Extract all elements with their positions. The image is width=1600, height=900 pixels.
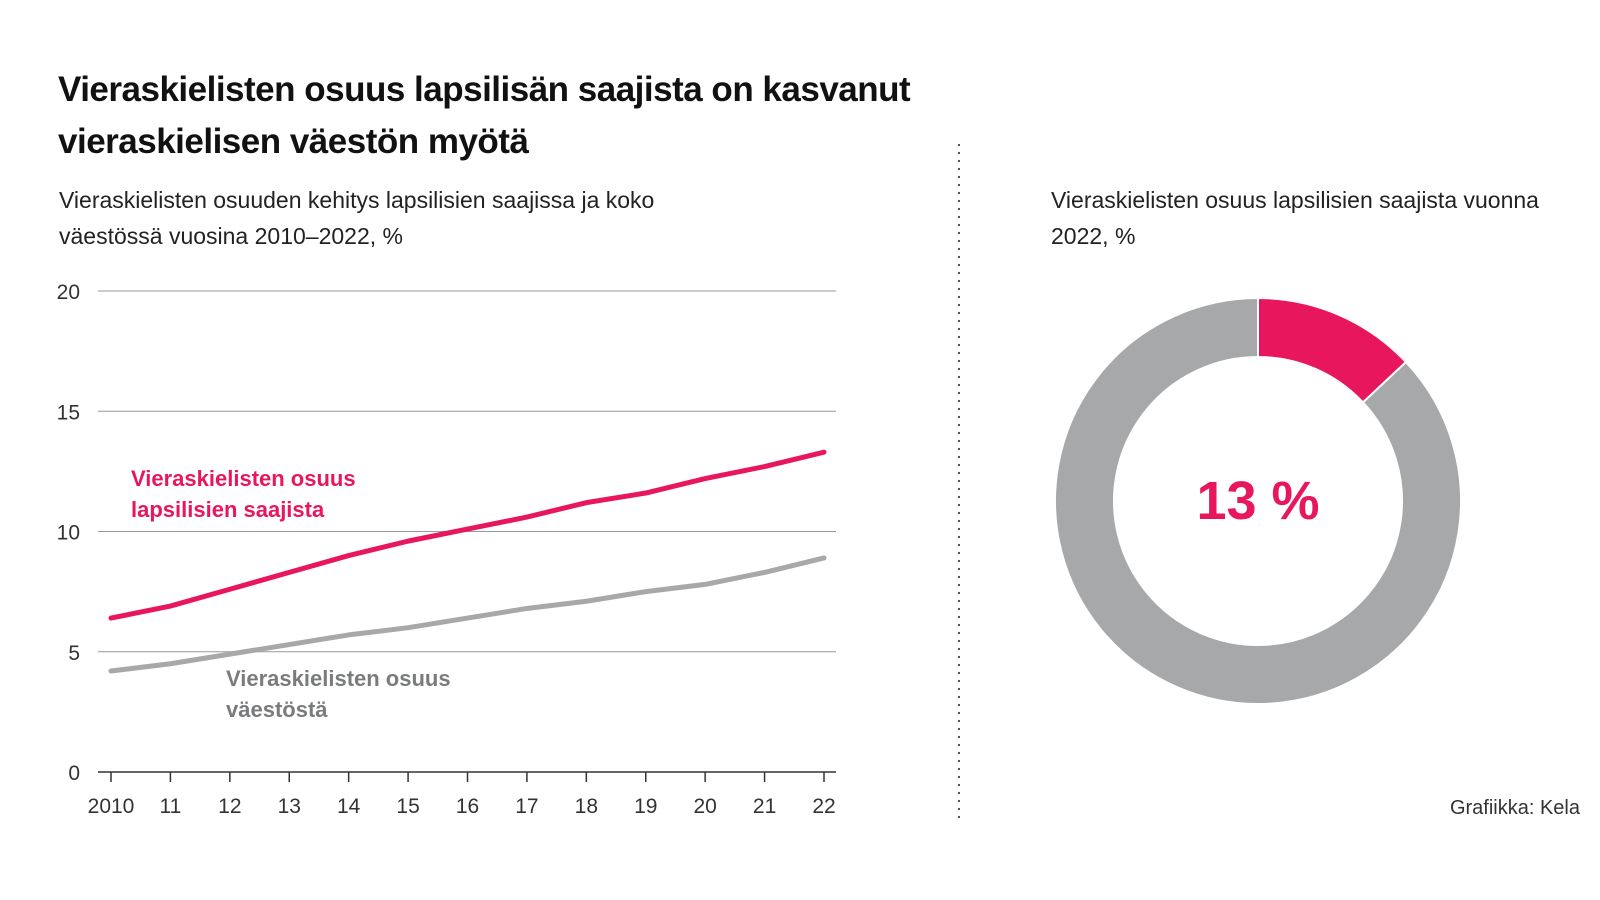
value-label: 13 % bbox=[1196, 471, 1320, 531]
subtitle: Vieraskielisten osuuden kehitys lapsilis… bbox=[59, 187, 655, 249]
y-tick-label: 0 bbox=[68, 762, 80, 785]
series-label: Vieraskielisten osuus väestöstä bbox=[226, 666, 451, 722]
x-tick-label: 14 bbox=[337, 795, 361, 818]
x-tick-label: 2010 bbox=[88, 795, 135, 818]
y-tick-label: 5 bbox=[68, 642, 80, 665]
x-tick-label: 20 bbox=[693, 795, 716, 818]
y-tick-label: 10 bbox=[57, 522, 80, 545]
series-label: Vieraskielisten osuus lapsilisien saajis… bbox=[131, 466, 356, 522]
credit: Grafiikka: Kela bbox=[1449, 797, 1580, 819]
series-line bbox=[108, 555, 827, 674]
x-tick-label: 12 bbox=[218, 795, 241, 818]
x-tick-label: 19 bbox=[634, 795, 657, 818]
y-tick-label: 20 bbox=[57, 281, 80, 304]
x-tick-label: 11 bbox=[160, 795, 182, 818]
subtitle: Vieraskielisten osuus lapsilisien saajis… bbox=[1051, 187, 1539, 249]
donut-segment bbox=[1053, 296, 1462, 705]
x-tick-label: 21 bbox=[753, 795, 776, 818]
x-tick-label: 15 bbox=[396, 795, 419, 818]
series-line bbox=[108, 449, 827, 621]
x-tick-label: 17 bbox=[515, 795, 538, 818]
x-tick-label: 22 bbox=[812, 795, 835, 818]
title: Vieraskielisten osuus lapsilisän saajist… bbox=[58, 70, 911, 161]
x-tick-label: 13 bbox=[278, 795, 301, 818]
x-tick-label: 18 bbox=[575, 795, 598, 818]
x-tick-label: 16 bbox=[456, 795, 479, 818]
y-tick-label: 15 bbox=[57, 401, 80, 424]
